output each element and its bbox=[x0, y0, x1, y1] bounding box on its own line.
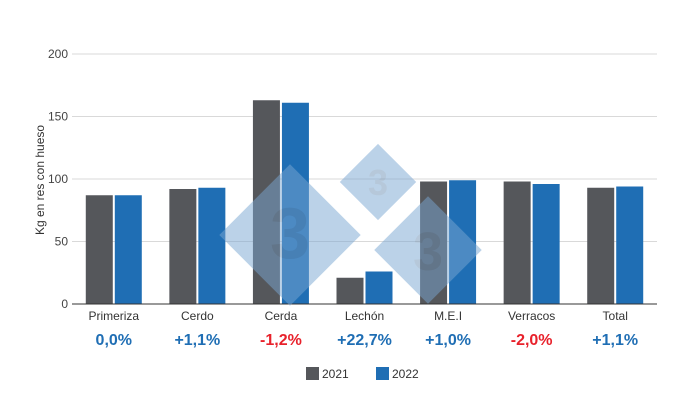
legend-swatch-2021 bbox=[306, 367, 319, 380]
svg-text:3: 3 bbox=[270, 194, 310, 274]
x-tick-label: M.E.I bbox=[434, 309, 462, 323]
change-label: 0,0% bbox=[96, 332, 132, 349]
x-tick-label: Primeriza bbox=[88, 309, 139, 323]
x-tick-label: Cerda bbox=[265, 309, 298, 323]
svg-text:3: 3 bbox=[413, 222, 443, 282]
bar-2022-cerdo bbox=[198, 187, 226, 304]
x-tick-label: Verracos bbox=[508, 309, 555, 323]
change-label: -2,0% bbox=[511, 332, 553, 349]
bar-2022-verracos bbox=[532, 184, 560, 304]
change-percent-labels: 0,0% +1,1% -1,2% +22,7% +1,0% -2,0% +1,1% bbox=[96, 332, 639, 349]
grid-lines bbox=[72, 53, 657, 242]
x-tick-label: Total bbox=[603, 309, 628, 323]
change-label: -1,2% bbox=[260, 332, 302, 349]
y-tick-label: 150 bbox=[48, 110, 68, 124]
bar-2021-lechón bbox=[336, 277, 364, 304]
bar-2021-cerdo bbox=[169, 189, 197, 304]
y-axis-label: Kg en res con hueso bbox=[33, 125, 47, 235]
bar-2022-primeriza bbox=[114, 195, 142, 304]
change-label: +1,1% bbox=[592, 332, 638, 349]
y-tick-label: 100 bbox=[48, 172, 68, 186]
change-label: +22,7% bbox=[337, 332, 392, 349]
x-tick-label: Lechón bbox=[345, 309, 384, 323]
legend: 2021 2022 bbox=[306, 367, 419, 381]
legend-label-2022: 2022 bbox=[392, 367, 419, 381]
change-label: +1,1% bbox=[174, 332, 220, 349]
bar-2021-primeriza bbox=[85, 195, 113, 304]
bar-2021-total bbox=[587, 187, 615, 304]
legend-label-2021: 2021 bbox=[322, 367, 349, 381]
y-tick-label: 200 bbox=[48, 47, 68, 61]
bar-2022-lechón bbox=[365, 271, 393, 304]
y-axis-ticks: 0 50 100 150 200 bbox=[48, 47, 68, 311]
change-label: +1,0% bbox=[425, 332, 471, 349]
x-axis-category-labels: Primeriza Cerdo Cerda Lechón M.E.I Verracos To… bbox=[88, 309, 627, 323]
x-tick-label: Cerdo bbox=[181, 309, 214, 323]
bar-2022-total bbox=[616, 186, 644, 304]
y-tick-label: 0 bbox=[61, 297, 68, 311]
y-tick-label: 50 bbox=[55, 235, 69, 249]
bar-2021-verracos bbox=[503, 181, 531, 304]
legend-swatch-2022 bbox=[376, 367, 389, 380]
svg-text:3: 3 bbox=[368, 162, 388, 203]
